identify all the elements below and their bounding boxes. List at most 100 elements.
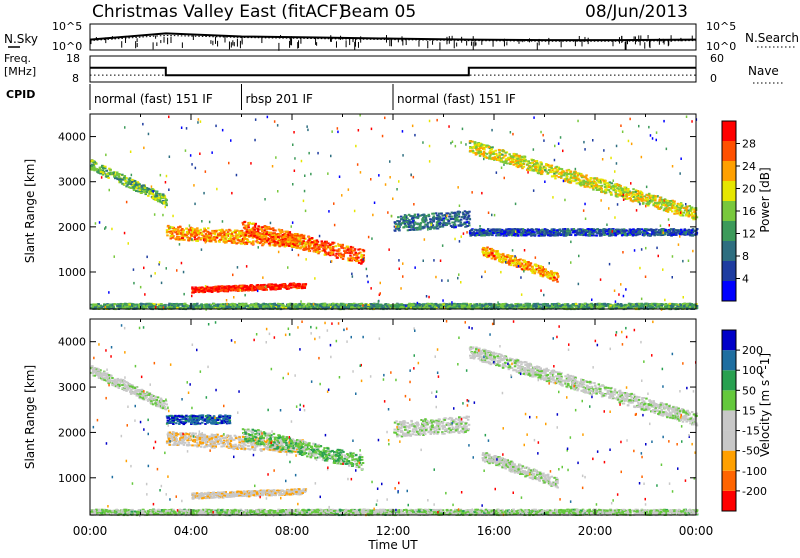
power-echo-cell xyxy=(495,150,498,152)
power-echo-cell xyxy=(668,202,671,204)
power-echo-cell xyxy=(279,230,282,232)
power-echo-cell xyxy=(502,161,505,163)
power-echo-cell xyxy=(538,229,541,231)
power-echo-cell xyxy=(410,215,413,217)
power-echo-cell xyxy=(594,185,597,187)
power-echo-cell xyxy=(648,202,651,204)
power-echo-cell xyxy=(653,233,656,235)
power-echo-cell xyxy=(605,229,608,231)
power-echo-cell xyxy=(478,143,481,145)
power-echo-cell xyxy=(272,228,275,230)
power-echo-cell xyxy=(446,224,449,226)
nave-tick-right-top: 60 xyxy=(710,52,724,65)
cpid-label: CPID xyxy=(6,88,35,101)
power-echo-cell xyxy=(557,276,560,278)
power-echo-cell xyxy=(279,232,282,234)
power-echo-cell xyxy=(654,195,657,197)
power-echo-cell xyxy=(180,233,183,235)
power-echo-cell xyxy=(519,262,522,264)
power-echo-cell xyxy=(408,219,411,221)
power-echo-cell xyxy=(260,241,263,243)
power-echo-cell xyxy=(215,288,218,290)
power-echo-cell xyxy=(674,229,677,231)
power-echo-cell xyxy=(130,183,133,185)
power-echo-cell xyxy=(253,229,256,231)
power-echo-cell xyxy=(488,255,491,257)
power-echo-cell xyxy=(291,235,294,237)
power-echo-cell xyxy=(556,281,559,283)
power-echo-cell xyxy=(456,216,459,218)
power-echo-cell xyxy=(127,183,129,185)
power-echo-cell xyxy=(492,151,495,153)
power-echo-cell xyxy=(604,189,607,191)
power-echo-cell xyxy=(576,182,579,184)
power-echo-cell xyxy=(358,252,361,254)
power-echo-cell xyxy=(511,260,514,262)
power-echo-cell xyxy=(239,232,242,234)
power-echo-cell xyxy=(398,229,401,231)
power-echo-cell xyxy=(532,267,535,269)
power-echo-cell xyxy=(583,183,586,185)
power-echo-cell xyxy=(561,230,564,232)
power-echo-cell xyxy=(455,214,458,216)
power-echo-cell xyxy=(499,149,502,151)
power-echo-cell xyxy=(498,259,501,261)
power-echo-cell xyxy=(457,212,460,214)
power-echo-cell xyxy=(672,234,675,236)
power-echo-cell xyxy=(511,159,514,161)
power-echo-cell xyxy=(509,163,512,165)
power-echo-cell xyxy=(683,212,686,214)
power-echo-cell xyxy=(166,229,169,231)
power-echo-cell xyxy=(667,204,670,206)
power-echo-cell xyxy=(483,247,486,249)
power-echo-cell xyxy=(680,214,683,216)
power-echo-cell xyxy=(668,231,671,233)
power-echo-cell xyxy=(214,232,217,234)
power-echo-cell xyxy=(468,218,471,220)
power-echo-cell xyxy=(303,246,306,248)
freq-series xyxy=(90,68,696,76)
power-echo-cell xyxy=(256,285,259,287)
power-echo-cell xyxy=(238,239,241,241)
power-echo-cell xyxy=(688,234,691,236)
power-echo-cell xyxy=(483,231,486,233)
power-echo-cell xyxy=(194,228,197,230)
power-echo-cell xyxy=(242,234,245,236)
power-echo-cell xyxy=(419,228,422,230)
power-echo-cell xyxy=(448,216,451,218)
power-echo-cell xyxy=(543,268,546,270)
power-echo-cell xyxy=(539,161,542,163)
power-echo-cell xyxy=(244,238,247,240)
power-echo-cell xyxy=(277,285,280,287)
power-echo-cell xyxy=(249,222,252,224)
power-echo-cell xyxy=(436,221,439,223)
power-echo-cell xyxy=(230,238,233,240)
power-echo-cell xyxy=(600,233,603,235)
power-echo-cell xyxy=(299,247,302,249)
power-echo-cell xyxy=(492,232,495,234)
power-echo-cell xyxy=(405,225,408,227)
power-echo-cell xyxy=(553,171,556,173)
power-echo-cell xyxy=(620,229,623,231)
power-echo-cell xyxy=(155,193,158,195)
power-echo-cell xyxy=(241,290,244,292)
power-echo-cell xyxy=(298,285,301,287)
power-echo-cell xyxy=(343,254,346,256)
power-echo-cell xyxy=(587,228,590,230)
power-echo-cell xyxy=(497,159,500,161)
power-echo-cell xyxy=(554,177,557,179)
power-echo-cell xyxy=(165,203,168,205)
power-echo-cell xyxy=(449,213,452,215)
power-echo-cell xyxy=(268,226,271,228)
power-echo-cell xyxy=(670,228,673,230)
power-echo-cell xyxy=(691,234,694,236)
power-echo-cell xyxy=(667,200,670,202)
power-echo-cell xyxy=(545,167,548,169)
power-echo-cell xyxy=(441,219,444,221)
power-echo-cell xyxy=(501,154,504,156)
power-echo-cell xyxy=(693,230,696,232)
power-echo-cell xyxy=(676,229,679,231)
power-echo-cell xyxy=(588,232,591,234)
power-echo-cell xyxy=(543,232,546,234)
